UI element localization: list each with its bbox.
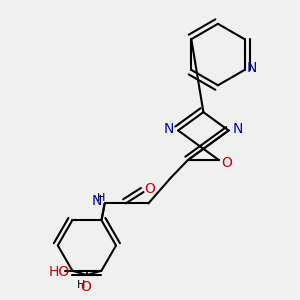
Text: N: N [92,194,102,208]
Text: H: H [77,280,85,290]
Text: N: N [232,122,243,136]
Text: O: O [144,182,155,197]
Text: N: N [164,122,174,136]
Text: O: O [222,156,232,170]
Text: H: H [97,193,105,202]
Text: N: N [247,61,257,75]
Text: HO: HO [49,265,70,279]
Text: O: O [80,280,92,294]
